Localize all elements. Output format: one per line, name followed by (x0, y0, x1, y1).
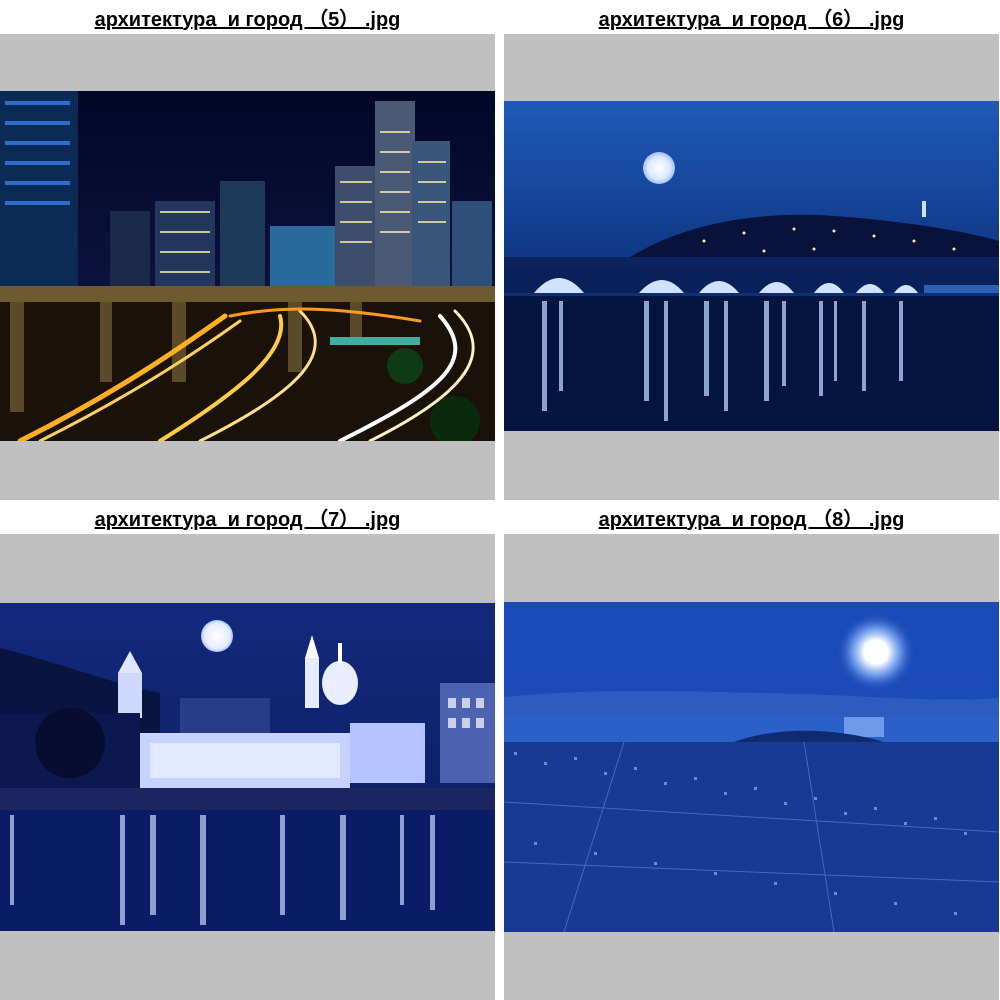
thumbnail-cell[interactable]: архитектура и город （8） .jpg (504, 500, 999, 1000)
image-frame (0, 534, 495, 1000)
bridge-moon-night-image[interactable] (504, 101, 999, 431)
filename-label[interactable]: архитектура и город （5） .jpg (94, 8, 401, 31)
filename-label[interactable]: архитектура и город （8） .jpg (598, 508, 905, 531)
image-frame (0, 34, 495, 500)
filename-label[interactable]: архитектура и город （7） .jpg (94, 508, 401, 531)
filename-label[interactable]: архитектура и город （6） .jpg (598, 8, 905, 31)
thumbnail-cell[interactable]: архитектура и город （6） .jpg (504, 0, 999, 500)
city-panorama-moon-image[interactable] (504, 602, 999, 932)
image-frame (504, 34, 999, 500)
image-frame (504, 534, 999, 1000)
thumbnail-cell[interactable]: архитектура и город （5） .jpg (0, 0, 495, 500)
thumbnail-cell[interactable]: архитектура и город （7） .jpg (0, 500, 495, 1000)
old-town-river-moon-image[interactable] (0, 603, 495, 931)
city-highway-night-image[interactable] (0, 91, 495, 441)
